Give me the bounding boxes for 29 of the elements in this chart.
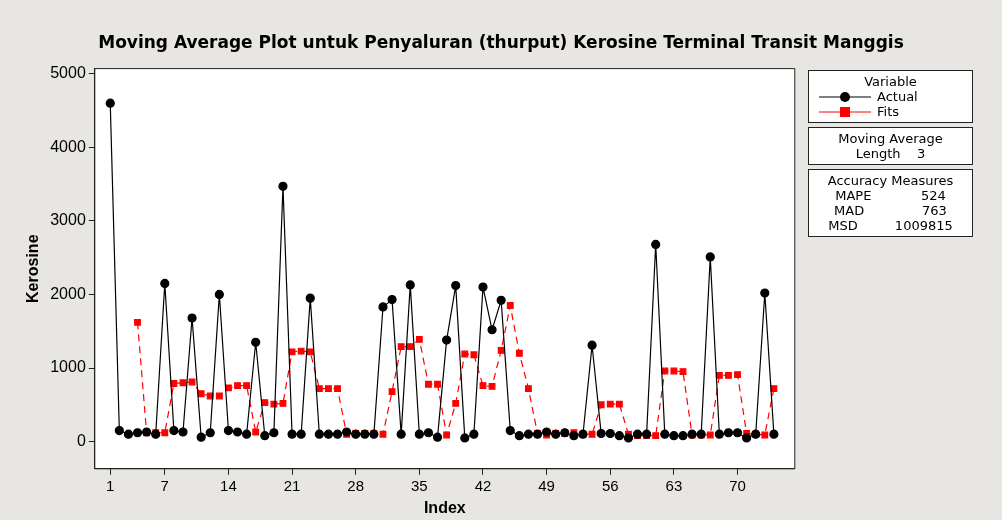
x-tick-label: 35	[411, 476, 428, 494]
x-tick-label: 49	[538, 476, 555, 494]
y-tick-label: 0	[76, 431, 86, 449]
text: MSD 1009815	[827, 218, 954, 233]
x-tick-label: 63	[665, 476, 683, 494]
text: MAD 763	[833, 203, 948, 218]
y-tick-label: 4000	[50, 137, 86, 155]
y-tick-label: 2000	[50, 284, 86, 302]
y-tick-label: 1000	[50, 358, 86, 376]
x-tick-label: 28	[347, 476, 365, 494]
legend-label: Actual	[877, 89, 918, 104]
x-tick-label: 14	[220, 476, 237, 494]
text: Accuracy Measures	[826, 173, 955, 188]
x-tick-label: 56	[601, 476, 619, 494]
chart-title: Moving Average Plot untuk Penyaluran (thurput) Kerosine Terminal Transit Manggis	[97, 32, 905, 52]
y-tick-label: 5000	[50, 64, 86, 82]
x-tick-label: 70	[729, 476, 746, 494]
y-tick-label: 3000	[50, 211, 86, 229]
x-tick-label: 42	[474, 476, 492, 494]
y-axis-title: Kerosine	[24, 234, 42, 303]
legend-title: Variable	[863, 74, 918, 89]
text: Length 3	[854, 146, 927, 161]
x-tick-label: 1	[106, 476, 115, 494]
text: MAPE 524	[834, 188, 947, 203]
x-tick-label: 7	[160, 476, 169, 494]
x-axis-title: Index	[423, 498, 466, 516]
x-tick-label: 21	[283, 476, 301, 494]
legend-label: Fits	[877, 104, 900, 119]
text: Moving Average	[837, 131, 944, 146]
